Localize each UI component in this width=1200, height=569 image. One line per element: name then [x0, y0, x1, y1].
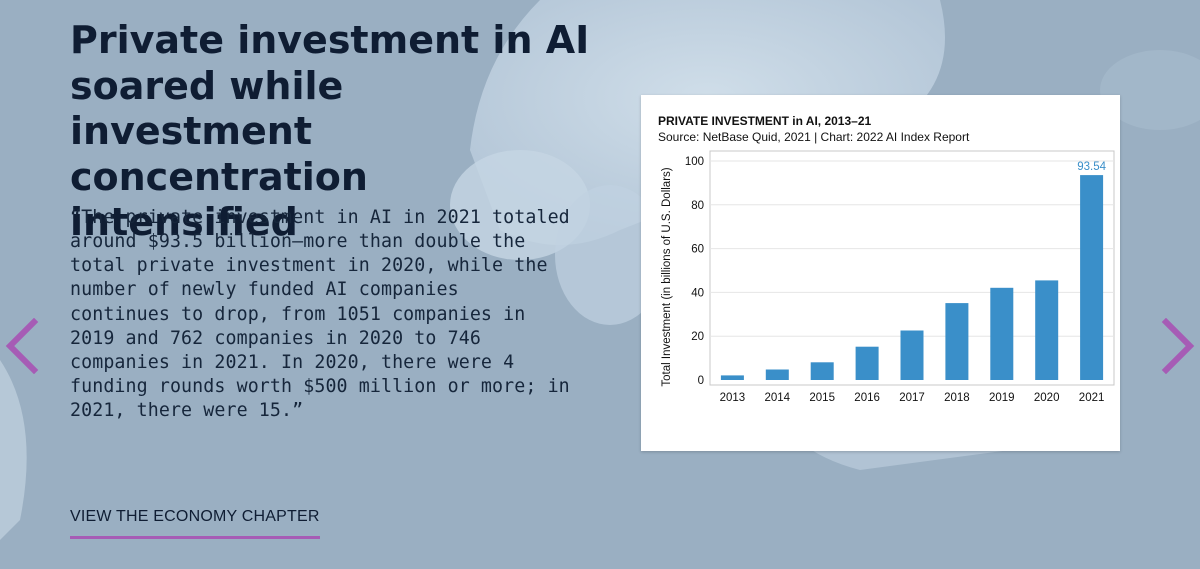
quote-line: companies in 2021. In 2020, there were 4: [70, 351, 515, 373]
x-tick-label: 2014: [765, 392, 791, 404]
previous-slide-button[interactable]: [0, 317, 46, 375]
quote-line: continues to drop, from 1051 companies i…: [70, 303, 526, 325]
x-tick-label: 2016: [854, 392, 880, 404]
plot-frame: [709, 150, 1115, 386]
bar-2017: [900, 330, 924, 380]
y-tick-label: 20: [691, 331, 704, 343]
bar-2019: [990, 287, 1014, 380]
investment-bar-chart: PRIVATE INVESTMENT in AI, 2013–21 Source…: [658, 114, 1115, 404]
bar-2018: [945, 303, 969, 380]
y-tick-label: 0: [698, 375, 704, 387]
y-axis-label: Total Investment (in billions of U.S. Do…: [661, 167, 673, 386]
data-label: 93.54: [1077, 161, 1106, 173]
quote-line: around $93.5 billion—more than double th…: [70, 231, 526, 253]
quote-line: number of newly funded AI companies: [70, 279, 459, 301]
quote-line: 2021, there were 15.”: [70, 400, 304, 422]
view-economy-chapter-link[interactable]: VIEW THE ECONOMY CHAPTER: [70, 508, 320, 539]
next-slide-button[interactable]: [1154, 317, 1200, 375]
bar-2021: [1080, 175, 1104, 380]
quote-line: 2019 and 762 companies in 2020 to 746: [70, 327, 481, 349]
page-title: Private investment in AI soared while in…: [70, 18, 590, 246]
y-tick-label: 80: [691, 200, 704, 212]
title-line: soared while investment: [70, 63, 344, 154]
quote-text: “The private investment in AI in 2021 to…: [70, 206, 570, 423]
quote-line: “The private investment in AI in 2021 to…: [70, 207, 570, 228]
plot-area: 0 20 40 60 80 100 2013 2014 2015 2016 2017 2018 2019…: [685, 150, 1115, 404]
x-tick-label: 2020: [1034, 392, 1060, 404]
y-tick-label: 100: [685, 156, 704, 168]
quote-line: total private investment in 2020, while …: [70, 255, 548, 277]
x-tick-label: 2013: [720, 392, 746, 404]
x-tick-label: 2018: [944, 392, 970, 404]
y-tick-label: 60: [691, 244, 704, 256]
x-tick-label: 2017: [899, 392, 925, 404]
bar-2016: [855, 346, 879, 380]
chart-title: PRIVATE INVESTMENT in AI, 2013–21: [658, 114, 871, 128]
title-line: Private investment in AI: [70, 18, 590, 62]
quote-line: funding rounds worth $500 million or mor…: [70, 375, 570, 397]
bar-2015: [810, 362, 834, 380]
x-tick-label: 2015: [809, 392, 835, 404]
chart-card: PRIVATE INVESTMENT in AI, 2013–21 Source…: [641, 95, 1120, 451]
y-tick-label: 40: [691, 287, 704, 299]
title-line: concentration intensified: [70, 154, 368, 245]
bar-2013: [720, 375, 744, 380]
bar-2020: [1035, 280, 1059, 380]
chevron-right-icon: [1161, 317, 1195, 375]
x-tick-label: 2021: [1079, 392, 1105, 404]
chart-subtitle: Source: NetBase Quid, 2021 | Chart: 2022…: [658, 130, 970, 144]
chevron-left-icon: [5, 317, 39, 375]
bar-2014: [765, 369, 789, 380]
x-tick-label: 2019: [989, 392, 1015, 404]
